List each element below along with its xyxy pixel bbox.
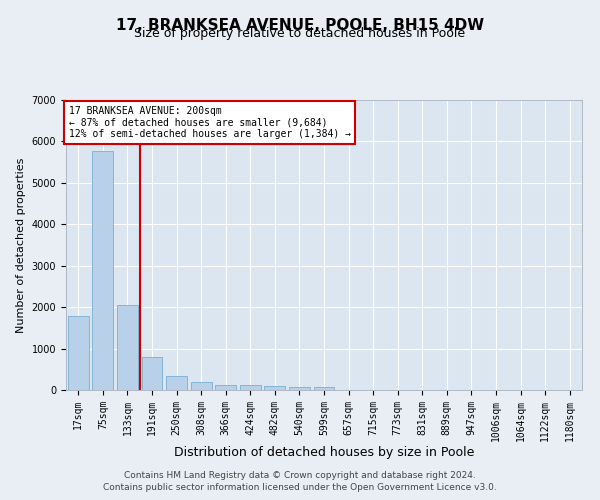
Bar — [240, 386, 261, 390]
Text: Contains public sector information licensed under the Open Government Licence v3: Contains public sector information licen… — [103, 484, 497, 492]
Y-axis label: Number of detached properties: Number of detached properties — [16, 158, 26, 332]
Bar — [314, 387, 334, 390]
Bar — [289, 387, 310, 390]
Bar — [117, 304, 138, 390]
Bar — [191, 382, 212, 390]
Bar — [166, 376, 187, 390]
Bar — [265, 386, 286, 390]
Text: Contains HM Land Registry data © Crown copyright and database right 2024.: Contains HM Land Registry data © Crown c… — [124, 471, 476, 480]
Bar — [92, 150, 113, 390]
Text: Size of property relative to detached houses in Poole: Size of property relative to detached ho… — [134, 28, 466, 40]
Text: 17 BRANKSEA AVENUE: 200sqm
← 87% of detached houses are smaller (9,684)
12% of s: 17 BRANKSEA AVENUE: 200sqm ← 87% of deta… — [68, 106, 350, 139]
X-axis label: Distribution of detached houses by size in Poole: Distribution of detached houses by size … — [174, 446, 474, 460]
Text: 17, BRANKSEA AVENUE, POOLE, BH15 4DW: 17, BRANKSEA AVENUE, POOLE, BH15 4DW — [116, 18, 484, 32]
Bar — [215, 384, 236, 390]
Bar — [142, 357, 163, 390]
Bar — [68, 316, 89, 390]
